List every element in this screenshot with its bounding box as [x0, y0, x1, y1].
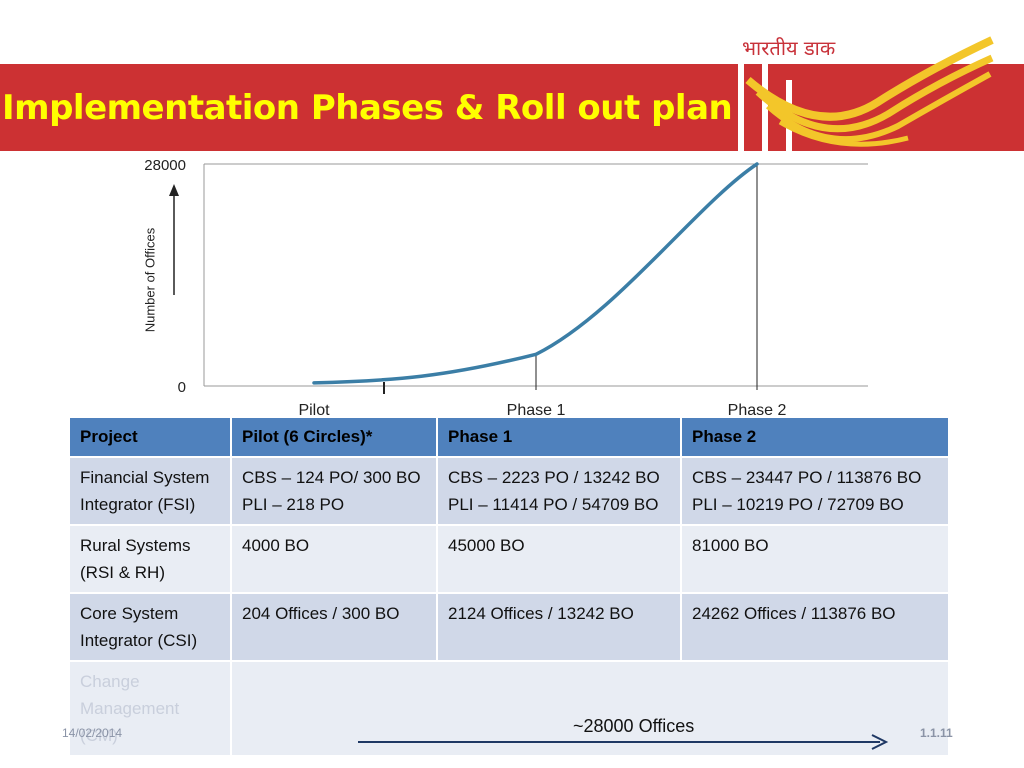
- header-phase2: Phase 2: [680, 416, 950, 458]
- header-project: Project: [68, 416, 232, 458]
- x-tick-label-pilot: Pilot: [298, 402, 330, 418]
- slide-title: Implementation Phases & Roll out plan: [2, 88, 733, 128]
- phase2-cell: 24262 Offices / 113876 BO: [680, 592, 950, 662]
- merged-cell: [230, 660, 950, 757]
- y-tick-label-max: 28000: [144, 157, 186, 174]
- table-row: Rural Systems (RSI & RH) 4000 BO 45000 B…: [68, 524, 950, 594]
- india-post-logo: [738, 36, 994, 160]
- y-tick-label-min: 0: [178, 379, 186, 396]
- offices-arrow: [358, 734, 889, 750]
- x-tick-label-phase2: Phase 2: [728, 402, 787, 418]
- pilot-cell: 204 Offices / 300 BO: [230, 592, 438, 662]
- slide-number: 1.1.11: [920, 726, 953, 740]
- logo-text: भारतीय डाक: [742, 36, 836, 60]
- table-row: Core System Integrator (CSI) 204 Offices…: [68, 592, 950, 662]
- rollout-table: Project Pilot (6 Circles)* Phase 1 Phase…: [68, 416, 950, 757]
- project-cell: Core System Integrator (CSI): [68, 592, 232, 662]
- cell-line: CBS – 2223 PO / 13242 BO: [448, 468, 660, 487]
- table-row: Change Management (CM): [68, 660, 950, 757]
- phase2-cell: CBS – 23447 PO / 113876 BO PLI – 10219 P…: [680, 456, 950, 526]
- offices-note: ~28000 Offices: [573, 716, 695, 736]
- header-phase1: Phase 1: [436, 416, 682, 458]
- y-axis-arrowhead: [169, 184, 179, 196]
- phase1-cell: CBS – 2223 PO / 13242 BO PLI – 11414 PO …: [436, 456, 682, 526]
- series-line: [312, 162, 759, 385]
- x-tick-label-phase1: Phase 1: [507, 402, 566, 418]
- phase1-cell: 2124 Offices / 13242 BO: [436, 592, 682, 662]
- rollout-chart: 28000 0 Pilot Phase 1 Phase 2: [144, 157, 868, 418]
- cell-line: PLI – 11414 PO / 54709 BO: [448, 495, 659, 514]
- table-header-row: Project Pilot (6 Circles)* Phase 1 Phase…: [68, 416, 950, 458]
- cell-line: CBS – 23447 PO / 113876 BO: [692, 468, 922, 487]
- cell-line: CBS – 124 PO/ 300 BO: [242, 468, 421, 487]
- project-cell: Rural Systems (RSI & RH): [68, 524, 232, 594]
- cell-line: PLI – 10219 PO / 72709 BO: [692, 495, 904, 514]
- pilot-cell: CBS – 124 PO/ 300 BO PLI – 218 PO: [230, 456, 438, 526]
- phase2-cell: 81000 BO: [680, 524, 950, 594]
- phase1-cell: 45000 BO: [436, 524, 682, 594]
- pilot-cell: 4000 BO: [230, 524, 438, 594]
- cell-line: PLI – 218 PO: [242, 495, 345, 514]
- slide-date: 14/02/2014: [62, 726, 123, 740]
- project-cell: Change Management (CM): [68, 660, 232, 757]
- project-cell: Financial System Integrator (FSI): [68, 456, 232, 526]
- header-pilot: Pilot (6 Circles)*: [230, 416, 438, 458]
- table-row: Financial System Integrator (FSI) CBS – …: [68, 456, 950, 526]
